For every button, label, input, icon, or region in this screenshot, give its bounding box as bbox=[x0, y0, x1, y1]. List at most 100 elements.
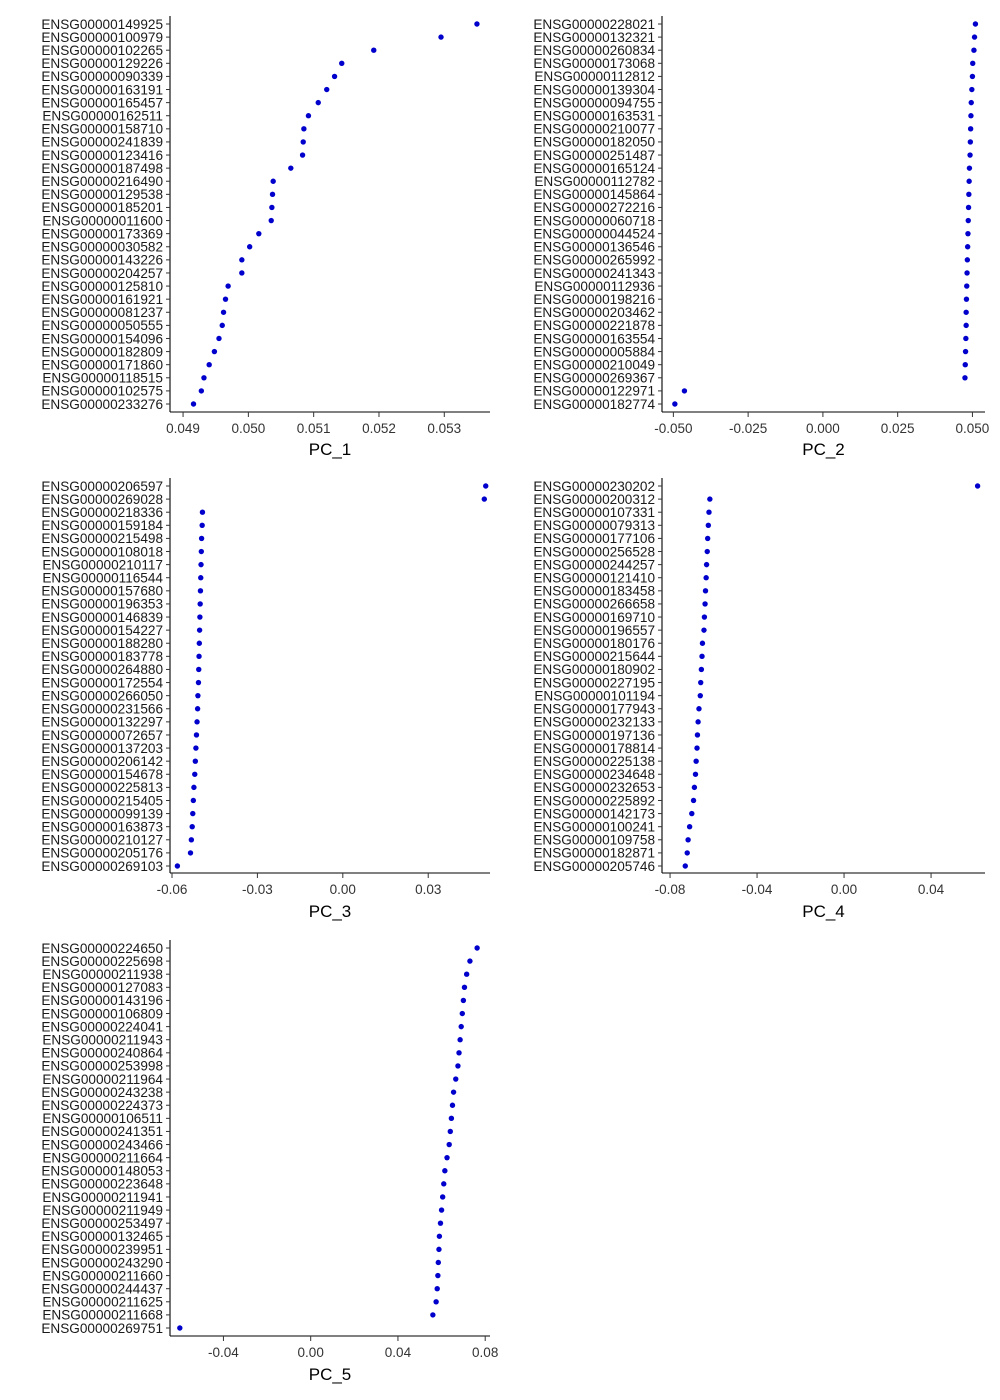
gene-label: ENSG00000162511 bbox=[42, 109, 163, 124]
gene-label: ENSG00000234648 bbox=[533, 767, 655, 782]
gene-label: ENSG00000216490 bbox=[41, 174, 163, 189]
loading-point bbox=[699, 640, 706, 646]
chart-panel-2: ENSG00000228021ENSG00000132321ENSG000002… bbox=[533, 16, 989, 459]
gene-label: ENSG00000154227 bbox=[41, 623, 163, 638]
loading-point bbox=[966, 191, 972, 198]
gene-label: ENSG00000211941 bbox=[42, 1190, 163, 1205]
loading-point bbox=[689, 810, 695, 817]
loading-point bbox=[694, 732, 701, 738]
gene-label: ENSG00000163554 bbox=[533, 331, 655, 346]
gene-label: ENSG00000264880 bbox=[41, 662, 163, 677]
loading-point bbox=[211, 348, 218, 355]
gene-label: ENSG00000165457 bbox=[41, 95, 163, 110]
gene-label: ENSG00000108018 bbox=[41, 544, 163, 559]
loading-point bbox=[201, 375, 207, 381]
gene-label: ENSG00000182774 bbox=[533, 397, 655, 412]
x-tick-label: 0.08 bbox=[472, 1345, 498, 1360]
loading-point bbox=[446, 1141, 452, 1148]
loading-point bbox=[449, 1102, 456, 1108]
loading-point bbox=[436, 1246, 442, 1253]
gene-label: ENSG00000060718 bbox=[533, 213, 655, 228]
gene-label: ENSG00000196557 bbox=[533, 623, 655, 638]
x-tick-label: -0.04 bbox=[742, 882, 773, 897]
gene-label: ENSG00000227195 bbox=[533, 675, 655, 690]
loading-point bbox=[971, 34, 978, 40]
loading-point bbox=[199, 522, 205, 529]
chart-panel-4: ENSG00000230202ENSG00000200312ENSG000001… bbox=[533, 478, 985, 921]
loading-point bbox=[701, 627, 707, 633]
gene-label: ENSG00000206597 bbox=[41, 479, 163, 494]
gene-label: ENSG00000145864 bbox=[533, 187, 655, 202]
x-axis-title: PC_4 bbox=[802, 902, 845, 921]
loading-point bbox=[698, 666, 705, 673]
loading-point bbox=[177, 1325, 183, 1331]
loading-point bbox=[190, 797, 197, 804]
loading-point bbox=[707, 496, 713, 502]
gene-label: ENSG00000210127 bbox=[41, 833, 163, 848]
loading-point bbox=[702, 588, 709, 594]
gene-label: ENSG00000265992 bbox=[533, 253, 655, 268]
gene-label: ENSG00000163531 bbox=[533, 109, 655, 124]
x-tick-label: -0.06 bbox=[157, 882, 188, 897]
gene-label: ENSG00000132297 bbox=[41, 715, 163, 730]
x-tick-label: 0.00 bbox=[831, 882, 857, 897]
gene-label: ENSG00000107331 bbox=[533, 505, 655, 520]
loading-point bbox=[971, 47, 977, 53]
gene-label: ENSG00000158710 bbox=[41, 122, 163, 137]
loading-point bbox=[460, 997, 467, 1004]
gene-label: ENSG00000211938 bbox=[42, 967, 163, 982]
x-tick-label: 0.050 bbox=[956, 421, 990, 436]
loading-point bbox=[966, 165, 973, 171]
loading-point bbox=[962, 375, 968, 381]
x-tick-label: -0.08 bbox=[655, 882, 686, 897]
gene-label: ENSG00000230202 bbox=[533, 479, 655, 494]
x-axis-title: PC_1 bbox=[309, 440, 352, 459]
loading-point bbox=[299, 152, 306, 158]
loading-point bbox=[239, 270, 245, 276]
loading-point bbox=[219, 322, 225, 329]
gene-label: ENSG00000125810 bbox=[41, 279, 163, 294]
gene-label: ENSG00000269751 bbox=[41, 1321, 163, 1336]
loading-point bbox=[696, 706, 702, 712]
gene-label: ENSG00000132465 bbox=[41, 1229, 163, 1244]
gene-label: ENSG00000266050 bbox=[41, 688, 163, 703]
loading-point bbox=[685, 837, 691, 843]
loading-point bbox=[199, 509, 206, 515]
gene-label: ENSG00000116544 bbox=[42, 571, 163, 586]
loading-point bbox=[450, 1089, 457, 1095]
gene-label: ENSG00000118515 bbox=[42, 371, 163, 386]
gene-label: ENSG00000256528 bbox=[533, 544, 655, 559]
loading-point bbox=[197, 588, 204, 594]
gene-label: ENSG00000146839 bbox=[41, 610, 163, 625]
x-tick-label: 0.03 bbox=[415, 882, 441, 897]
loading-point bbox=[456, 1050, 462, 1056]
gene-label: ENSG00000112936 bbox=[534, 279, 655, 294]
x-tick-label: -0.025 bbox=[729, 421, 767, 436]
gene-label: ENSG00000205176 bbox=[41, 846, 163, 861]
loading-point bbox=[695, 719, 701, 725]
gene-label: ENSG00000172554 bbox=[41, 675, 163, 690]
gene-label: ENSG00000142173 bbox=[533, 806, 655, 821]
gene-label: ENSG00000266658 bbox=[533, 597, 655, 612]
gene-label: ENSG00000225813 bbox=[41, 780, 163, 795]
x-tick-label: -0.050 bbox=[654, 421, 692, 436]
loading-point bbox=[305, 113, 312, 119]
gene-label: ENSG00000072657 bbox=[41, 728, 163, 743]
gene-label: ENSG00000241839 bbox=[41, 135, 163, 150]
loading-point bbox=[434, 1285, 440, 1292]
gene-label: ENSG00000173369 bbox=[41, 226, 163, 241]
loading-point bbox=[442, 1168, 448, 1174]
gene-label: ENSG00000122971 bbox=[533, 384, 655, 399]
loading-point bbox=[672, 401, 678, 407]
loading-point bbox=[965, 204, 972, 211]
gene-label: ENSG00000143226 bbox=[41, 253, 163, 268]
gene-label: ENSG00000090339 bbox=[41, 69, 163, 84]
gene-label: ENSG00000244437 bbox=[41, 1281, 163, 1296]
loading-point bbox=[194, 706, 201, 712]
gene-label: ENSG00000241343 bbox=[533, 266, 655, 281]
gene-label: ENSG00000132321 bbox=[533, 30, 655, 45]
loading-point bbox=[967, 126, 974, 132]
loading-point bbox=[970, 60, 976, 67]
gene-label: ENSG00000178814 bbox=[533, 741, 655, 756]
gene-label: ENSG00000239951 bbox=[41, 1242, 163, 1257]
